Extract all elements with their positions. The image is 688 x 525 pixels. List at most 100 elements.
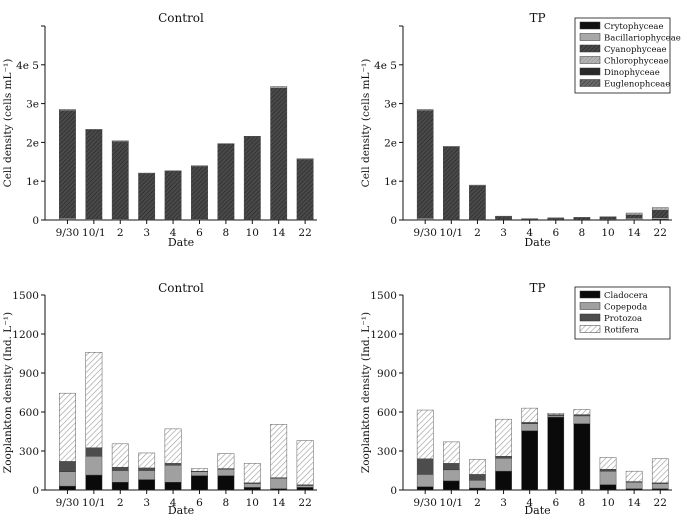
bar-segment <box>547 413 565 415</box>
legend-swatch <box>579 79 601 87</box>
y-tick-label: 1500 <box>370 290 397 302</box>
x-axis-label: Date <box>524 236 550 249</box>
bar-segment <box>270 424 288 478</box>
bar-segment <box>138 467 156 471</box>
bar-segment <box>599 484 617 491</box>
bar-segment <box>625 212 643 216</box>
x-tick-label: 4 <box>170 227 177 239</box>
chart-title: Control <box>158 11 204 25</box>
y-tick-label: 1e <box>384 176 397 188</box>
bar-segment <box>59 392 76 462</box>
y-tick-label: 1200 <box>370 329 397 341</box>
x-tick-label: 14 <box>272 497 286 509</box>
x-tick-label: 9/30 <box>56 227 80 239</box>
x-tick-label: 8 <box>223 497 230 509</box>
y-tick-label: 3e <box>26 99 39 111</box>
bar-segment <box>651 458 669 484</box>
legend-swatch <box>579 44 601 53</box>
x-tick-label: 2 <box>474 497 481 509</box>
bar-segment <box>651 210 669 218</box>
bar-segment <box>495 470 512 491</box>
bar-segment <box>599 216 617 218</box>
x-tick-label: 6 <box>552 227 559 239</box>
x-tick-label: 10 <box>601 497 614 509</box>
x-tick-label: 3 <box>500 227 507 239</box>
bar-segment <box>416 458 434 475</box>
bar-segment <box>164 463 182 466</box>
x-tick-label: 8 <box>223 227 230 239</box>
y-tick-label: 1e <box>26 176 39 188</box>
bar-segment <box>164 170 182 220</box>
x-tick-label: 4 <box>526 497 533 509</box>
bar-segment <box>111 443 129 468</box>
x-tick-label: 22 <box>654 227 667 239</box>
bar-segment <box>625 482 643 489</box>
bar-segment <box>495 418 512 457</box>
bar-segment <box>191 475 208 491</box>
legend-entry: Protozoa <box>604 314 642 324</box>
bar-segment <box>625 217 643 220</box>
x-tick-label: 10 <box>246 227 259 239</box>
y-tick-label: 900 <box>19 368 39 380</box>
x-tick-label: 4 <box>526 227 533 239</box>
bar-segment <box>469 459 486 475</box>
y-axis-label: Zooplankton density (Ind. L⁻¹) <box>2 312 14 473</box>
bar-segment <box>85 456 103 476</box>
bar-segment <box>217 143 235 145</box>
x-tick-label: 22 <box>298 497 311 509</box>
bar-segment <box>59 485 76 491</box>
bar-segment <box>138 173 156 220</box>
bar-segment <box>296 440 314 486</box>
bar-segment <box>296 485 314 488</box>
bar-segment <box>416 110 434 219</box>
bar-segment <box>270 87 288 220</box>
x-tick-label: 10 <box>246 497 259 509</box>
bar-segment <box>164 428 182 464</box>
x-tick-label: 14 <box>627 227 641 239</box>
x-tick-label: 9/30 <box>56 497 80 509</box>
x-tick-label: 10/1 <box>82 227 106 239</box>
bar-segment <box>521 430 538 491</box>
y-tick-label: 2e <box>384 137 397 149</box>
bar-segment <box>573 409 591 415</box>
bar-segment <box>416 474 434 487</box>
bar-segment <box>416 109 434 111</box>
legend-swatch <box>579 67 601 76</box>
legend-swatch <box>579 302 601 310</box>
x-tick-label: 9/30 <box>413 497 437 509</box>
bar-segment <box>85 352 103 448</box>
bar-segment <box>416 486 434 491</box>
bar-segment <box>599 470 617 485</box>
bar-segment <box>217 469 235 476</box>
x-tick-label: 22 <box>654 497 667 509</box>
bar-segment <box>85 129 103 131</box>
legend-swatch <box>579 33 601 41</box>
legend-entry: Cladocera <box>604 291 648 301</box>
bar-segment <box>111 482 129 491</box>
y-tick-label: 2e <box>26 137 39 149</box>
y-tick-label: 1200 <box>12 329 39 341</box>
x-tick-label: 3 <box>500 497 507 509</box>
bar-segment <box>164 482 182 491</box>
bar-segment <box>495 457 512 472</box>
bar-segment <box>85 474 103 491</box>
legend-entry: Copepoda <box>604 303 647 313</box>
bar-segment <box>443 146 460 220</box>
x-tick-label: 8 <box>579 497 586 509</box>
legend-swatch <box>579 21 601 30</box>
y-tick-label: 4e 5 <box>374 60 397 72</box>
bar-segment <box>573 423 591 491</box>
x-tick-label: 22 <box>298 227 311 239</box>
y-tick-label: 0 <box>32 215 39 227</box>
x-tick-label: 9/30 <box>413 227 437 239</box>
bar-segment <box>270 478 288 489</box>
y-axis-label: Cell density (cells mL⁻¹) <box>360 59 372 188</box>
bar-segment <box>138 172 156 174</box>
bar-segment <box>217 143 235 220</box>
legend-entry: Bacillariophyceae <box>604 34 681 44</box>
bar-segment <box>651 207 669 211</box>
bar-segment <box>85 129 103 220</box>
x-tick-label: 14 <box>627 497 641 509</box>
